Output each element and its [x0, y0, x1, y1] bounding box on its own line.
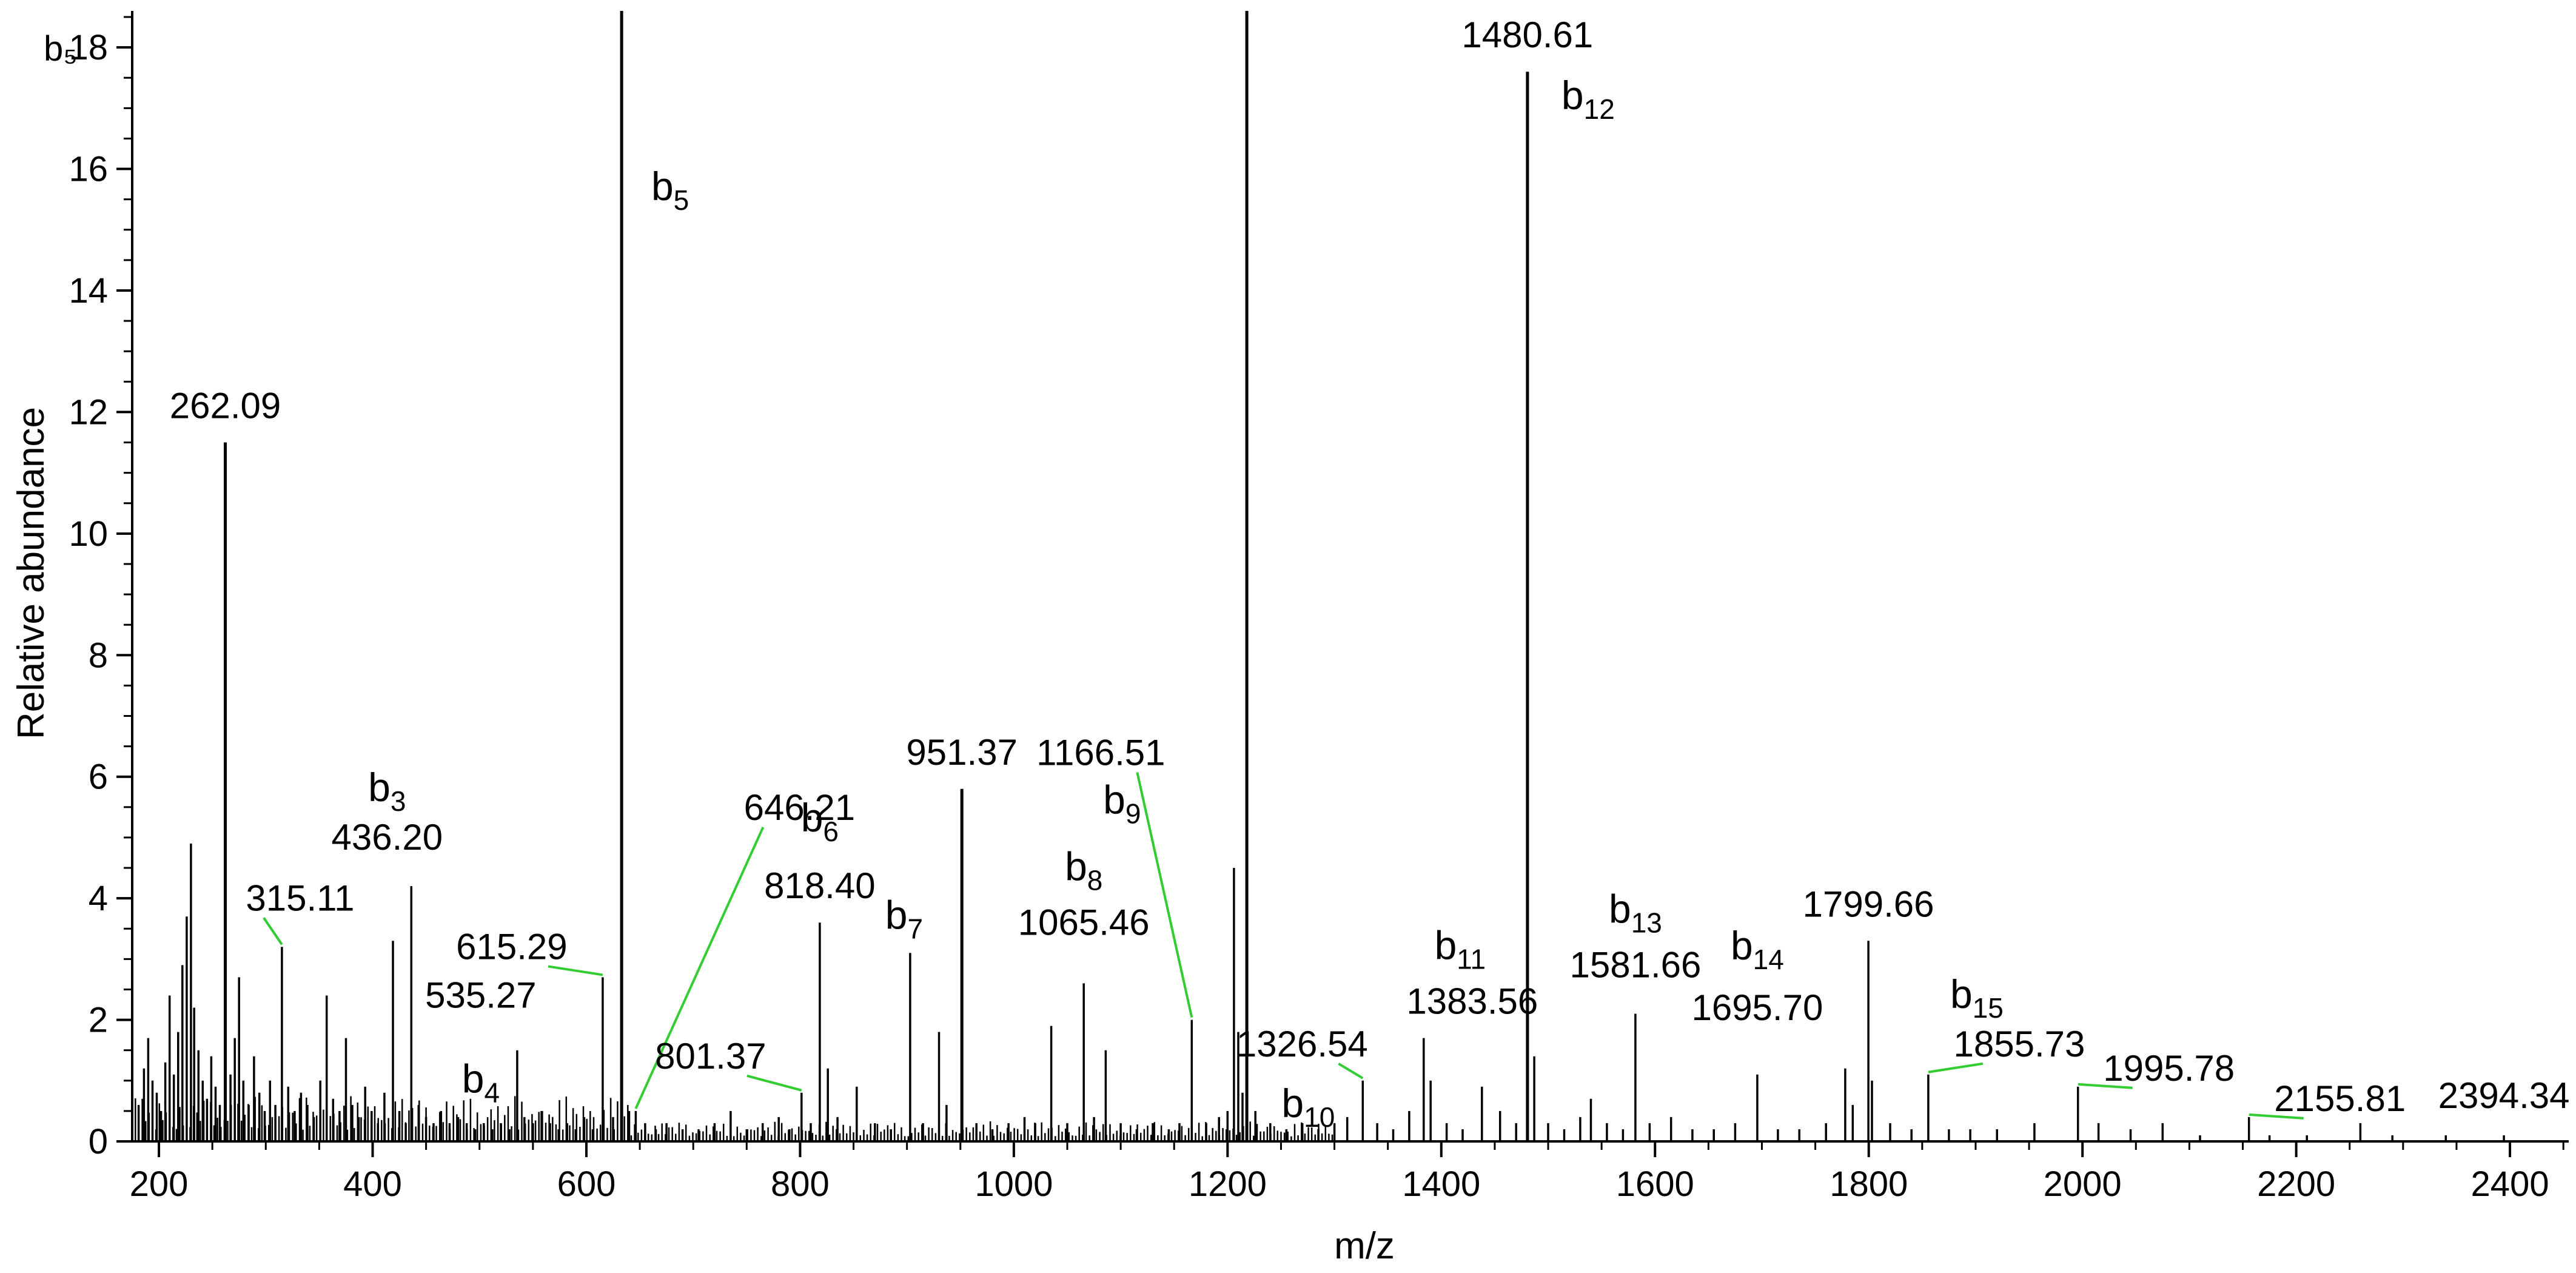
peak-mz-label: 436.20 — [332, 817, 443, 858]
ion-label: b13 — [1609, 887, 1662, 939]
y-tick-label: 14 — [69, 271, 108, 311]
ion-label: b7 — [885, 892, 923, 944]
ion-label: b15 — [1950, 972, 2004, 1024]
peak-mz-label: 801.37 — [655, 1036, 766, 1077]
peak-mz-label: 1995.78 — [2103, 1048, 2235, 1089]
y-tick-label: 6 — [89, 757, 108, 797]
peak-mz-label: 1166.51 — [1036, 733, 1165, 773]
ticks-layer: 200 400 600 800 1000 1200 1400 1600 1800 2000 2200… — [44, 16, 2564, 1204]
y-tick-label: 8 — [89, 636, 108, 675]
y-tick-label: 16 — [69, 150, 108, 189]
x-tick-label: 800 — [771, 1164, 830, 1204]
ion-label: b4 — [462, 1056, 500, 1109]
y-tick-label: 4 — [89, 879, 108, 918]
peak-leader-line — [1136, 772, 1193, 1018]
peak-mz-label: 1855.73 — [1953, 1024, 2085, 1064]
x-tick-label: 1800 — [1830, 1164, 1908, 1204]
ion-label: b9 — [1103, 778, 1141, 830]
y-tick-label: 2 — [89, 1001, 108, 1040]
x-tick-label: 200 — [130, 1164, 189, 1204]
y-tick-label: 0 — [89, 1122, 108, 1161]
x-tick-label: 2000 — [2044, 1164, 2122, 1204]
x-tick-label: 2400 — [2471, 1164, 2549, 1204]
y-axis-title: Relative abundance — [10, 407, 52, 739]
peak-mz-label: 951.37 — [906, 732, 1018, 773]
ion-label: b12 — [1561, 73, 1615, 125]
y-tick-label: 18 — [69, 28, 108, 67]
ion-label: b11 — [1435, 923, 1486, 975]
peak-mz-label: 1326.54 — [1236, 1024, 1368, 1064]
peak-leader-line — [1928, 1062, 1984, 1073]
x-tick-label: 1600 — [1616, 1164, 1694, 1204]
y-tick-label: 10 — [69, 514, 108, 554]
peak-leader-line — [1338, 1063, 1364, 1080]
axes-layer — [131, 11, 2569, 1143]
x-tick-label: 1000 — [974, 1164, 1053, 1204]
peak-mz-label: 818.40 — [764, 865, 876, 906]
x-tick-label: 2200 — [2257, 1164, 2335, 1204]
ion-label: b10 — [1281, 1081, 1335, 1133]
peak-leader-line — [634, 827, 765, 1109]
ion-label: b8 — [1065, 844, 1102, 896]
peak-mz-label: 615.29 — [456, 926, 568, 967]
ion-label: b5 — [651, 164, 689, 216]
peak-mz-label: 1581.66 — [1569, 945, 1701, 986]
peak-leader-line — [548, 965, 603, 976]
peak-mz-label: 1383.56 — [1406, 981, 1538, 1022]
ion-label: b14 — [1731, 923, 1784, 975]
leader-lines-layer — [263, 772, 2304, 1120]
peak-mz-label: 1065.46 — [1018, 902, 1150, 942]
x-tick-label: 600 — [557, 1164, 616, 1204]
peak-leader-line — [746, 1074, 802, 1092]
y-axis-top-ion-label: b₅ — [44, 29, 78, 69]
peak-mz-label: 1695.70 — [1691, 987, 1823, 1028]
peak-leader-line — [2078, 1083, 2133, 1089]
y-tick-label: 12 — [69, 392, 108, 432]
peak-leader-line — [263, 917, 283, 946]
peak-mz-label: 262.09 — [170, 386, 281, 426]
peak-mz-label: 535.27 — [425, 975, 537, 1016]
x-axis-title: m/z — [1334, 1225, 1395, 1267]
ion-label: b6 — [801, 795, 839, 847]
ion-label: b3 — [368, 765, 406, 817]
peak-mz-label: 646.21 — [744, 787, 856, 828]
peak-mz-label: 315.11 — [246, 878, 354, 918]
peak-mz-label: 1480.61 — [1461, 15, 1593, 55]
x-tick-label: 400 — [343, 1164, 402, 1204]
peak-mz-label: 1799.66 — [1803, 884, 1934, 924]
peak-mz-label: 2394.34 — [2438, 1075, 2570, 1116]
peak-mz-label: 2155.81 — [2274, 1078, 2406, 1119]
x-tick-label: 1200 — [1189, 1164, 1267, 1204]
x-tick-label: 1400 — [1402, 1164, 1480, 1204]
peak-leader-line — [2249, 1113, 2304, 1120]
peaks-layer — [135, 11, 2505, 1141]
